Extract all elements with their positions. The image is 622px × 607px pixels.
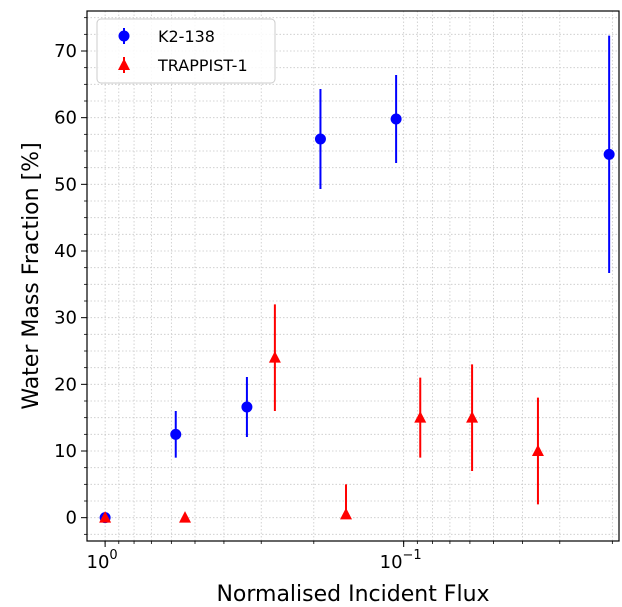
y-axis-label: Water Mass Fraction [%]: [19, 142, 44, 409]
y-tick-label: 70: [54, 41, 77, 62]
data-point-circle: [603, 148, 615, 160]
data-point-circle: [241, 401, 253, 413]
data-point-triangle: [179, 511, 192, 523]
series-trappist-1: [99, 304, 544, 523]
series-k2-138: [99, 35, 615, 524]
y-tick-label: 60: [54, 108, 77, 129]
y-tick-label: 20: [54, 374, 77, 395]
series-layer: [99, 35, 615, 524]
legend: K2-138 TRAPPIST-1: [96, 18, 276, 84]
y-tick-label: 50: [54, 174, 77, 195]
legend-marker: [118, 30, 130, 42]
data-point-circle: [170, 428, 182, 440]
y-tick-label: 30: [54, 308, 77, 329]
legend-label: TRAPPIST-1: [157, 56, 248, 75]
y-tick-label: 40: [54, 241, 77, 262]
data-point-triangle: [531, 444, 544, 456]
data-point-triangle: [340, 507, 353, 520]
data-point-triangle: [466, 411, 479, 423]
data-point-triangle: [99, 511, 112, 523]
data-point-triangle: [414, 411, 427, 423]
data-point-triangle: [268, 351, 281, 363]
x-axis-label: Normalised Incident Flux: [216, 582, 489, 607]
data-point-circle: [390, 113, 402, 125]
y-tick-label: 10: [54, 441, 77, 462]
legend-label: K2-138: [158, 27, 215, 46]
legend-marker: [118, 58, 130, 70]
y-tick-label: 0: [66, 508, 77, 529]
data-point-circle: [314, 133, 326, 145]
plot-frame: [86, 10, 620, 542]
grid: [87, 11, 619, 541]
legend-frame: [96, 18, 276, 84]
